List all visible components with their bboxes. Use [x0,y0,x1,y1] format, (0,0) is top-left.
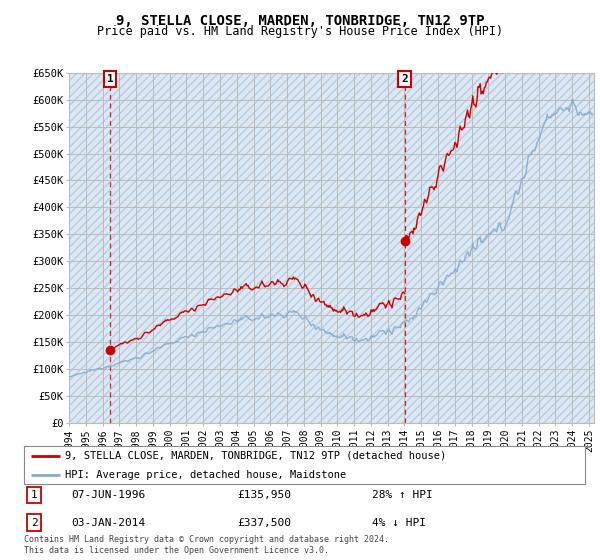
Text: 9, STELLA CLOSE, MARDEN, TONBRIDGE, TN12 9TP (detached house): 9, STELLA CLOSE, MARDEN, TONBRIDGE, TN12… [65,451,446,461]
Bar [69,73,594,423]
Text: 28% ↑ HPI: 28% ↑ HPI [372,490,433,500]
Text: 9, STELLA CLOSE, MARDEN, TONBRIDGE, TN12 9TP: 9, STELLA CLOSE, MARDEN, TONBRIDGE, TN12… [116,14,484,28]
Text: 2: 2 [401,74,408,84]
Text: 2: 2 [31,517,37,528]
Text: 07-JUN-1996: 07-JUN-1996 [71,490,146,500]
Text: £337,500: £337,500 [237,517,291,528]
Text: 03-JAN-2014: 03-JAN-2014 [71,517,146,528]
Text: Contains HM Land Registry data © Crown copyright and database right 2024.
This d: Contains HM Land Registry data © Crown c… [24,535,389,555]
Text: £135,950: £135,950 [237,490,291,500]
Text: HPI: Average price, detached house, Maidstone: HPI: Average price, detached house, Maid… [65,470,346,480]
Text: 1: 1 [31,490,37,500]
Text: 1: 1 [107,74,113,84]
Text: 4% ↓ HPI: 4% ↓ HPI [372,517,426,528]
Text: Price paid vs. HM Land Registry's House Price Index (HPI): Price paid vs. HM Land Registry's House … [97,25,503,38]
